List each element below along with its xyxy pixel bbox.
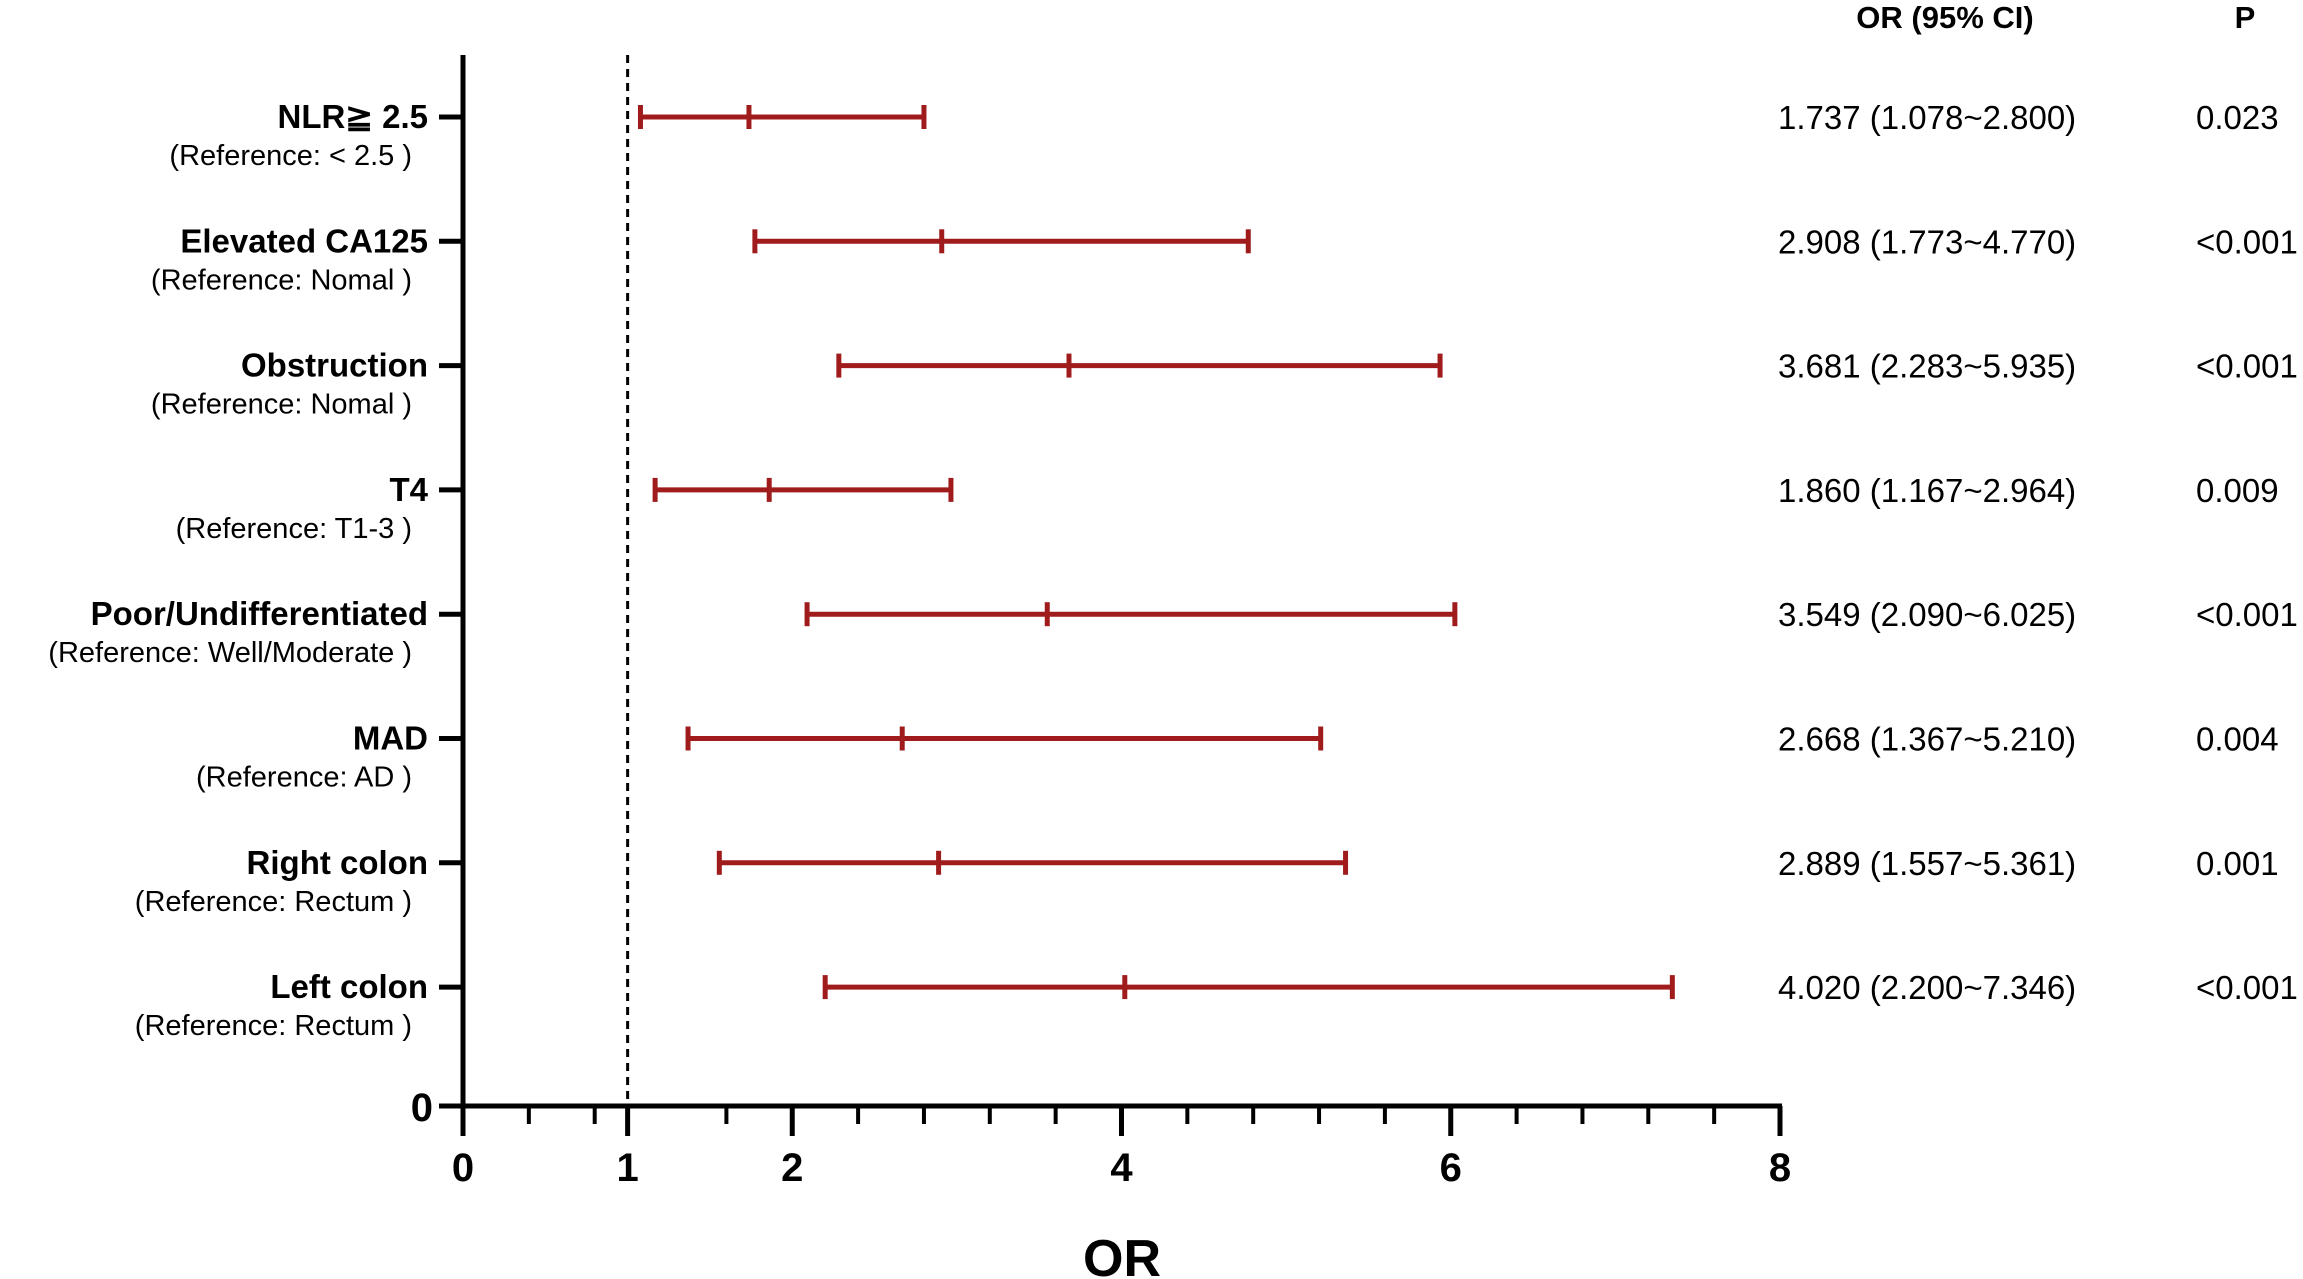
ci-bar (836, 353, 1443, 378)
x-tick-label: 8 (1769, 1146, 1791, 1190)
row-label: Left colon (270, 968, 428, 1005)
or-value: 3.549 (2.090~6.025) (1778, 596, 2076, 633)
row-label: Right colon (247, 844, 428, 881)
row-reference: (Reference: Nomal ) (151, 389, 412, 421)
x-tick-label: 0 (452, 1146, 474, 1190)
p-value: 0.001 (2196, 845, 2279, 882)
row-reference: (Reference: < 2.5 ) (169, 140, 412, 172)
row-reference: (Reference: Rectum ) (135, 886, 412, 918)
row-label: NLR≧ 2.5 (277, 98, 428, 135)
y-origin-label: 0 (411, 1086, 433, 1130)
ci-bar (652, 477, 954, 502)
row-reference: (Reference: Nomal ) (151, 264, 412, 296)
or-value: 1.737 (1.078~2.800) (1778, 99, 2076, 136)
x-tick-label: 6 (1440, 1146, 1462, 1190)
ci-bar (822, 975, 1675, 1000)
x-axis-title: OR (1083, 1230, 1161, 1279)
x-tick-label: 1 (617, 1146, 639, 1190)
ci-bar (716, 850, 1349, 875)
or-value: 3.681 (2.283~5.935) (1778, 348, 2076, 385)
p-column-header: P (2235, 0, 2256, 35)
row-reference: (Reference: T1-3 ) (176, 513, 412, 545)
or-value: 2.889 (1.557~5.361) (1778, 845, 2076, 882)
p-value: <0.001 (2196, 348, 2298, 385)
row-label: T4 (389, 471, 428, 508)
row-reference: (Reference: Well/Moderate ) (48, 637, 412, 669)
or-value: 1.860 (1.167~2.964) (1778, 472, 2076, 509)
x-tick-label: 4 (1110, 1146, 1133, 1190)
row-reference: (Reference: Rectum ) (135, 1010, 412, 1042)
or-value: 2.668 (1.367~5.210) (1778, 721, 2076, 758)
ci-bar (752, 229, 1251, 254)
row-reference: (Reference: AD ) (196, 762, 412, 794)
ci-bar (804, 602, 1458, 627)
row-label: MAD (353, 720, 428, 757)
row-label: Poor/Undifferentiated (91, 595, 428, 632)
row-label: Elevated CA125 (180, 222, 428, 259)
p-value: <0.001 (2196, 223, 2298, 260)
p-value: 0.023 (2196, 99, 2279, 136)
or-value: 2.908 (1.773~4.770) (1778, 223, 2076, 260)
p-value: <0.001 (2196, 596, 2298, 633)
p-value: 0.004 (2196, 721, 2279, 758)
or-value: 4.020 (2.200~7.346) (1778, 969, 2076, 1006)
ci-bar (637, 105, 927, 129)
p-value: 0.009 (2196, 472, 2279, 509)
or-column-header: OR (95% CI) (1856, 0, 2033, 35)
row-label: Obstruction (241, 347, 428, 384)
p-value: <0.001 (2196, 969, 2298, 1006)
x-tick-label: 2 (781, 1146, 803, 1190)
ci-bar (685, 726, 1324, 751)
